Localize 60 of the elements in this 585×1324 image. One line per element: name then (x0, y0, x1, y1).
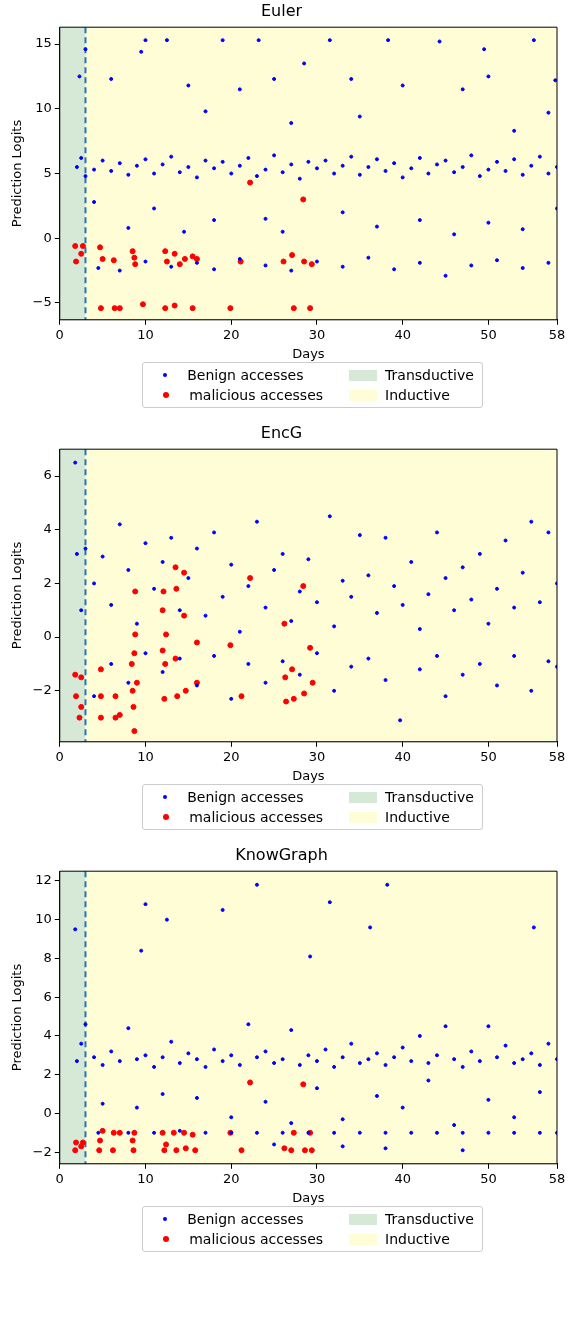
legend-label: Benign accesses (187, 789, 304, 805)
x-tick-label: 0 (55, 748, 64, 764)
chart-title: EncG (260, 422, 303, 442)
y-tick-label: 10 (35, 100, 52, 116)
x-tick-label: 30 (308, 1170, 326, 1186)
x-tick-label: 58 (548, 326, 566, 342)
y-tick-label: 8 (43, 949, 52, 965)
y-tick-label: −2 (32, 1143, 52, 1159)
y-tick-label: 2 (43, 574, 52, 590)
x-tick-label: 30 (308, 748, 326, 764)
x-tick-label: 0 (55, 326, 64, 342)
y-tick-label: 6 (43, 467, 52, 483)
y-tick-label: 5 (43, 164, 52, 180)
y-tick-label: 2 (43, 1066, 52, 1082)
x-tick-label: 58 (548, 1170, 566, 1186)
y-tick-label: 0 (43, 229, 52, 245)
x-tick-label: 50 (480, 326, 497, 342)
y-tick-label: 15 (35, 35, 52, 51)
y-tick-label: 0 (43, 1104, 52, 1120)
y-axis-title: Prediction Logits (9, 963, 25, 1072)
legend-label: Inductive (385, 387, 450, 403)
x-tick-label: 10 (137, 1170, 154, 1186)
chart-title: KnowGraph (235, 844, 328, 864)
legend-label: Transductive (385, 789, 474, 805)
x-tick-label: 40 (394, 326, 411, 342)
y-tick-label: −5 (32, 294, 52, 310)
legend-label: malicious accesses (189, 387, 324, 403)
legend-label: Inductive (385, 809, 450, 825)
legend-label: malicious accesses (189, 809, 324, 825)
x-tick-label: 20 (222, 1170, 240, 1186)
legend-label: malicious accesses (189, 1231, 324, 1247)
x-tick-label: 58 (548, 748, 566, 764)
x-tick-label: 40 (394, 1170, 411, 1186)
x-tick-label: 0 (55, 1170, 64, 1186)
x-tick-label: 50 (480, 1170, 497, 1186)
legend-label: Transductive (385, 1211, 474, 1227)
y-tick-label: −2 (32, 682, 52, 698)
y-tick-label: 4 (43, 1027, 52, 1043)
y-tick-label: 12 (35, 872, 52, 888)
x-tick-label: 40 (394, 748, 411, 764)
legend-label: Transductive (385, 367, 474, 383)
y-tick-label: 4 (43, 521, 52, 537)
x-tick-label: 20 (222, 326, 240, 342)
x-axis-title: Days (292, 767, 325, 783)
x-tick-label: 10 (137, 748, 154, 764)
x-axis-title: Days (292, 1189, 325, 1205)
x-tick-label: 30 (308, 326, 326, 342)
y-tick-label: 10 (35, 911, 52, 927)
y-tick-label: 6 (43, 988, 52, 1004)
chart-title: Euler (260, 0, 303, 20)
x-tick-label: 10 (137, 326, 154, 342)
x-tick-label: 50 (480, 748, 497, 764)
y-axis-title: Prediction Logits (9, 119, 25, 228)
legend-label: Benign accesses (187, 367, 304, 383)
legend-label: Inductive (385, 1231, 450, 1247)
x-tick-label: 20 (222, 748, 240, 764)
legend-label: Benign accesses (187, 1211, 304, 1227)
y-axis-title: Prediction Logits (9, 541, 25, 650)
y-tick-label: 0 (43, 628, 52, 644)
x-axis-title: Days (292, 345, 325, 361)
